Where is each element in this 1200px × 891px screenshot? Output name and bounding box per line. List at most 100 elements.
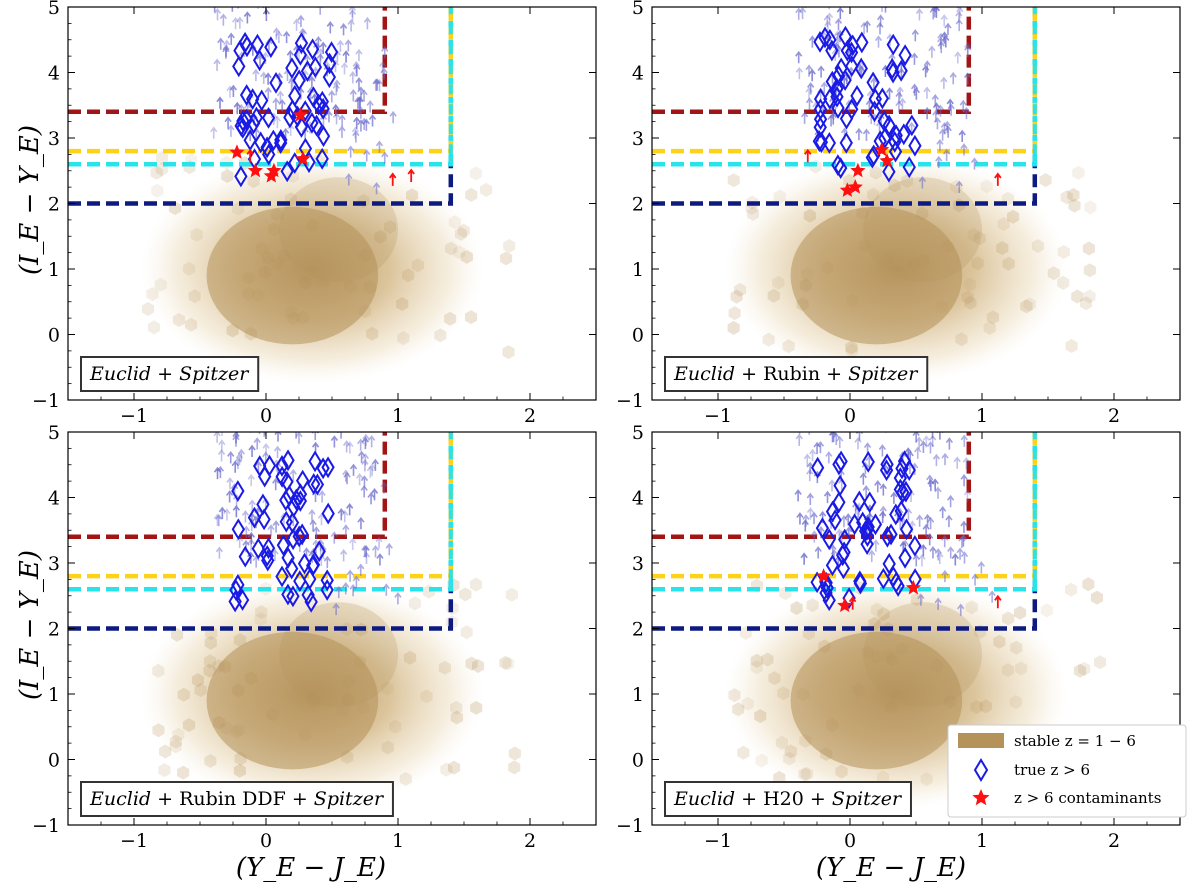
arrow-marker bbox=[823, 14, 831, 28]
contaminant-star bbox=[837, 597, 853, 612]
density-hexbin bbox=[140, 151, 516, 384]
arrow-marker bbox=[267, 524, 275, 537]
contaminant-upper-limit bbox=[407, 168, 415, 182]
density-core bbox=[206, 206, 379, 345]
diamond-marker bbox=[886, 33, 900, 56]
arrow-marker bbox=[934, 597, 942, 610]
diamond-marker bbox=[854, 57, 868, 80]
density-hex bbox=[1080, 296, 1093, 311]
density-hex bbox=[450, 700, 463, 715]
density-hex bbox=[169, 734, 182, 749]
density-hex bbox=[358, 304, 371, 319]
arrow-marker bbox=[926, 474, 934, 487]
density-hex bbox=[147, 320, 161, 335]
density-hex bbox=[782, 339, 795, 354]
diamond-marker bbox=[232, 55, 246, 78]
diamond-marker bbox=[899, 480, 913, 503]
diamond-marker bbox=[293, 570, 307, 593]
panel-label-part: Spitzer bbox=[832, 788, 903, 810]
density-hex bbox=[730, 289, 743, 304]
y-tick-label: 3 bbox=[632, 128, 644, 150]
density-hex bbox=[973, 231, 986, 246]
density-hex bbox=[1057, 275, 1070, 290]
density-hex bbox=[1078, 661, 1091, 676]
density-hex bbox=[384, 219, 397, 234]
arrow-marker bbox=[218, 439, 226, 452]
density-hex bbox=[299, 728, 312, 742]
arrow-marker bbox=[316, 53, 324, 66]
arrow-marker bbox=[355, 77, 363, 90]
density-hex bbox=[1065, 339, 1078, 353]
arrow-marker bbox=[234, 456, 242, 470]
x-tick-label: 0 bbox=[260, 830, 272, 852]
diamond-marker bbox=[810, 456, 825, 479]
diamond-marker bbox=[884, 523, 898, 546]
diamond-marker bbox=[306, 554, 320, 577]
density-hex bbox=[254, 612, 267, 627]
arrow-marker bbox=[357, 516, 365, 530]
arrow-marker bbox=[332, 103, 340, 117]
arrow-marker bbox=[225, 490, 234, 503]
arrow-marker bbox=[940, 122, 949, 135]
y-tick-label: 0 bbox=[632, 325, 644, 347]
arrow-marker bbox=[342, 50, 350, 63]
arrow-marker bbox=[360, 117, 368, 131]
density-hex bbox=[901, 174, 914, 188]
arrow-marker bbox=[236, 16, 244, 29]
diamond-marker bbox=[898, 44, 912, 67]
arrow-marker bbox=[264, 432, 267, 436]
density-hex bbox=[169, 739, 182, 754]
arrow-marker bbox=[226, 85, 234, 98]
arrow-marker bbox=[328, 90, 336, 103]
diamond-marker bbox=[839, 131, 853, 154]
density-hex bbox=[194, 683, 207, 698]
x-tick-label: 0 bbox=[260, 405, 272, 427]
panel-label-part: + bbox=[151, 363, 179, 385]
arrow-marker bbox=[955, 180, 963, 193]
y-tick-label: 5 bbox=[48, 0, 60, 19]
cut-line-cyan bbox=[652, 7, 1038, 167]
arrow-marker bbox=[275, 30, 283, 44]
density-lobe bbox=[279, 177, 398, 283]
arrow-marker bbox=[273, 115, 282, 129]
density-hex bbox=[445, 241, 458, 256]
diamond-marker bbox=[286, 528, 300, 551]
density-hex bbox=[845, 340, 858, 355]
density-hex bbox=[986, 310, 999, 325]
density-hex bbox=[1073, 663, 1087, 678]
arrow-marker bbox=[874, 480, 882, 493]
diamond-marker bbox=[257, 465, 272, 488]
density-hex bbox=[177, 687, 190, 702]
density-hexbin bbox=[140, 577, 521, 809]
arrow-marker bbox=[375, 140, 384, 153]
arrow-marker bbox=[885, 87, 894, 100]
arrow-marker bbox=[836, 7, 844, 20]
arrow-marker bbox=[366, 465, 375, 478]
cut-line-darkred bbox=[68, 432, 388, 540]
y-tick-label: 2 bbox=[48, 619, 60, 641]
density-hex bbox=[172, 313, 186, 327]
arrow-marker bbox=[936, 432, 944, 440]
y-tick-label: 5 bbox=[632, 0, 644, 19]
arrow-marker bbox=[354, 96, 362, 109]
density-hex bbox=[826, 718, 839, 733]
y-tick-label: −1 bbox=[32, 815, 60, 837]
arrow-marker bbox=[213, 8, 222, 21]
arrow-marker bbox=[316, 7, 324, 15]
diamond-marker bbox=[256, 493, 270, 516]
density-hex bbox=[930, 658, 943, 673]
arrow-marker bbox=[231, 16, 240, 30]
arrow-marker bbox=[252, 68, 260, 82]
density-hex bbox=[1002, 611, 1015, 626]
density-hex bbox=[820, 747, 833, 761]
cut-line-cyan bbox=[652, 432, 1038, 592]
diamond-marker bbox=[273, 132, 288, 154]
diamond-marker bbox=[893, 478, 908, 501]
arrow-marker bbox=[931, 478, 939, 491]
arrow-marker bbox=[808, 448, 817, 462]
density-hex bbox=[500, 251, 513, 266]
diamond-marker bbox=[836, 557, 851, 580]
arrow-marker bbox=[936, 104, 945, 117]
diamond-marker bbox=[866, 71, 880, 94]
arrow-marker bbox=[293, 432, 299, 439]
